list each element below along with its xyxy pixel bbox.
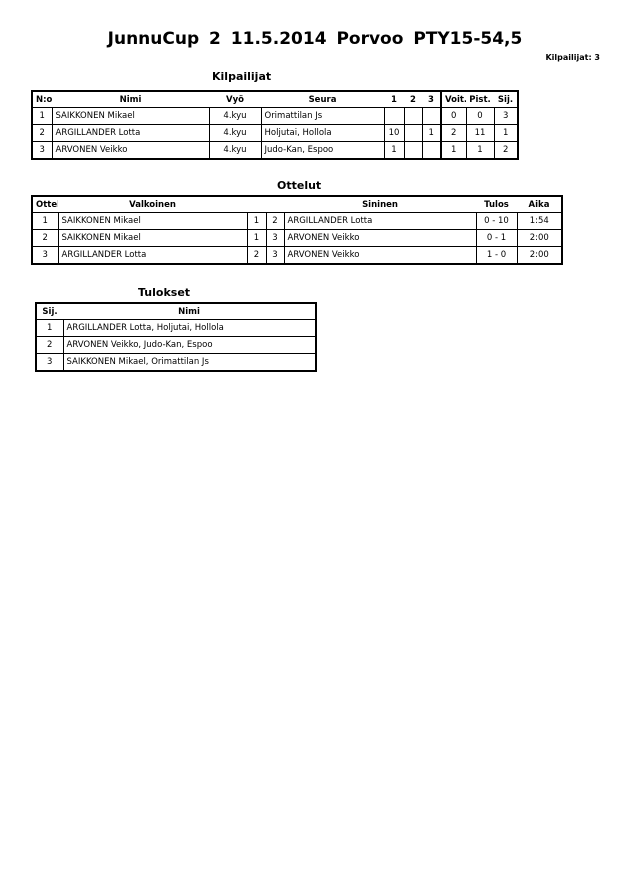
table-cell: 2 [35, 336, 64, 354]
table-cell: ARVONEN Veikko [283, 229, 477, 247]
results-heading: Tulokset [138, 286, 191, 299]
table-cell: 3 [493, 107, 519, 125]
table-row: 3 ARVONEN Veikko 4.kyu Judo-Kan, Espoo 1 1 1 2 [31, 141, 519, 160]
table-cell: 0 [440, 107, 467, 125]
table-cell: 2 [246, 246, 267, 265]
table-cell: 3 [31, 246, 59, 265]
table-cell: ARGILLANDER Lotta [57, 246, 248, 265]
table-cell: 3 [35, 353, 64, 372]
col-header: Nimi [52, 91, 209, 108]
table-row: 3 SAIKKONEN Mikael, Orimattilan Js [35, 353, 317, 372]
table-cell [403, 107, 423, 125]
table-cell [383, 107, 405, 125]
table-cell: 1 [383, 141, 405, 160]
table-cell: 1 [246, 229, 267, 247]
competitors-table: N:o Nimi Vyö Seura 1 2 3 Voit. Pist. Sij. 1 SAIKKO… [31, 90, 519, 160]
col-header: Pist. [466, 91, 494, 108]
col-header: Ottelu [32, 196, 58, 213]
table-cell: 3 [265, 229, 285, 247]
table-row: 1 SAIKKONEN Mikael 4.kyu Orimattilan Js 0 0 3 [31, 107, 519, 125]
table-cell: 2 [31, 229, 59, 247]
table-cell: 2:00 [516, 246, 563, 265]
col-header: N:o [32, 91, 52, 108]
col-header: Nimi [63, 303, 316, 320]
col-header: Vyö [209, 91, 261, 108]
table-cell: ARVONEN Veikko [283, 246, 477, 265]
table-cell: 1 [31, 107, 53, 125]
competitors-heading: Kilpailijat [212, 70, 272, 83]
header-row: N:o Nimi Vyö Seura 1 2 3 Voit. Pist. Sij. [32, 91, 518, 108]
table-cell: 1:54 [516, 212, 563, 230]
table-row: 2 SAIKKONEN Mikael 1 3 ARVONEN Veikko 0 - 1 2:… [31, 229, 563, 247]
table-row: 1 SAIKKONEN Mikael 1 2 ARGILLANDER Lotta 0 - … [31, 212, 563, 230]
table-cell: 1 [465, 141, 495, 160]
col-header: 3 [422, 91, 441, 108]
table-cell [421, 141, 442, 160]
col-header: Voit. [440, 91, 466, 108]
table-cell: 1 [421, 124, 442, 142]
table-cell: 2 [440, 124, 467, 142]
table-row: 1 ARGILLANDER Lotta, Holjutai, Hollola [35, 319, 317, 337]
table-cell: 0 - 1 [475, 229, 518, 247]
table-cell: 0 [465, 107, 495, 125]
table-cell [421, 107, 442, 125]
table-cell: ARGILLANDER Lotta, Holjutai, Hollola [62, 319, 317, 337]
table-cell: SAIKKONEN Mikael [51, 107, 210, 125]
table-cell: ARVONEN Veikko [51, 141, 210, 160]
matches-table: Ottelu Valkoinen Sininen Tulos Aika 1SAI… [31, 195, 563, 265]
page-title: JunnuCup 2 11.5.2014 Porvoo PTY15-54,5 [107, 29, 523, 49]
table-cell: 2 [31, 124, 53, 142]
col-header: Sininen [284, 196, 476, 213]
col-header: Tulos [476, 196, 517, 213]
table-cell: 1 [31, 212, 59, 230]
table-cell: 0 - 10 [475, 212, 518, 230]
table-cell: 3 [265, 246, 285, 265]
table-cell: 1 [493, 124, 519, 142]
col-header: Seura [261, 91, 384, 108]
table-cell: 1 [246, 212, 267, 230]
table-cell: 1 - 0 [475, 246, 518, 265]
col-header: Sij. [494, 91, 518, 108]
table-row: 2 ARVONEN Veikko, Judo-Kan, Espoo [35, 336, 317, 354]
header-row: Sij. Nimi [36, 303, 316, 320]
table-cell: 3 [31, 141, 53, 160]
table-cell: 11 [465, 124, 495, 142]
table-cell: Orimattilan Js [260, 107, 385, 125]
table-cell: 4.kyu [208, 124, 262, 142]
table-cell [403, 124, 423, 142]
table-cell: SAIKKONEN Mikael, Orimattilan Js [62, 353, 317, 372]
table-cell: 4.kyu [208, 107, 262, 125]
table-cell: Judo-Kan, Espoo [260, 141, 385, 160]
competitor-count: Kilpailijat: 3 [545, 53, 600, 62]
matches-heading: Ottelut [277, 179, 322, 192]
table-cell: SAIKKONEN Mikael [57, 212, 248, 230]
col-header: 2 [404, 91, 422, 108]
table-row: 2 ARGILLANDER Lotta 4.kyu Holjutai, Hollola… [31, 124, 519, 142]
col-header: 1 [384, 91, 404, 108]
table-cell: 10 [383, 124, 405, 142]
col-header: Sij. [36, 303, 63, 320]
table-cell: 1 [440, 141, 467, 160]
table-cell: 1 [35, 319, 64, 337]
table-cell: 2 [265, 212, 285, 230]
table-cell: Holjutai, Hollola [260, 124, 385, 142]
results-table: Sij. Nimi 1 ARGILLANDER Lotta, Holjutai, … [35, 302, 317, 372]
table-cell: 2 [493, 141, 519, 160]
table-cell: ARGILLANDER Lotta [283, 212, 477, 230]
table-cell: ARGILLANDER Lotta [51, 124, 210, 142]
table-cell: 2:00 [516, 229, 563, 247]
table-cell: SAIKKONEN Mikael [57, 229, 248, 247]
header-row: Ottelu Valkoinen Sininen Tulos Aika [32, 196, 562, 213]
table-cell: 4.kyu [208, 141, 262, 160]
table-cell: ARVONEN Veikko, Judo-Kan, Espoo [62, 336, 317, 354]
col-header: Valkoinen [58, 196, 247, 213]
col-header: Aika [517, 196, 562, 213]
table-cell [403, 141, 423, 160]
